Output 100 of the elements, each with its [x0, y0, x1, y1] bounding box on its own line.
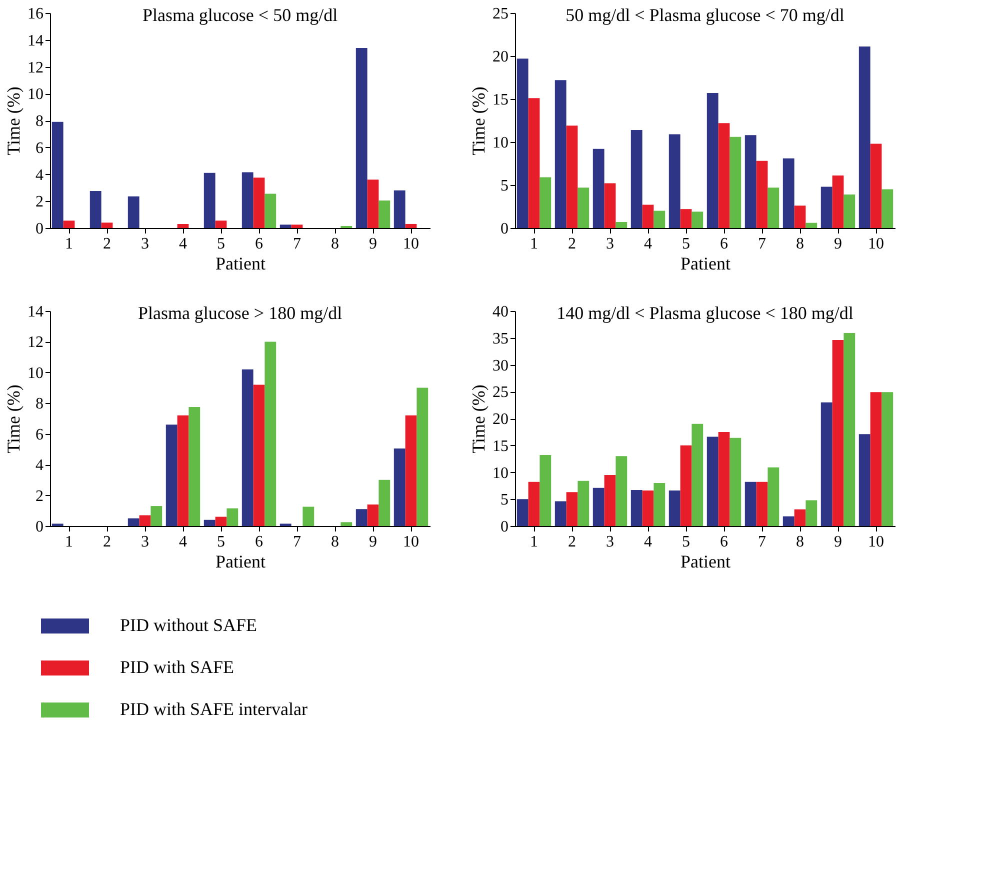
x-tick-label: 10 [403, 236, 419, 252]
bar [166, 424, 178, 526]
x-tick-label: 8 [331, 534, 339, 550]
bar [744, 482, 756, 526]
x-tick-label: 5 [217, 236, 225, 252]
bar [794, 206, 806, 228]
y-tick-label: 20 [492, 48, 508, 66]
x-tick-label: 6 [720, 534, 728, 550]
x-tick-label: 5 [682, 236, 690, 252]
bar [566, 126, 578, 228]
bar [367, 504, 379, 526]
x-tick-label: 2 [103, 534, 111, 550]
bar [291, 224, 303, 228]
bar [832, 176, 844, 228]
x-tick-label: 3 [606, 236, 614, 252]
y-tick-label: 0 [500, 220, 508, 238]
bar [680, 445, 692, 526]
y-tick-label: 8 [36, 113, 44, 130]
x-tick-label: 6 [720, 236, 728, 252]
bar [242, 172, 254, 228]
bar [188, 406, 200, 526]
bar [692, 212, 704, 228]
x-tick-label: 3 [141, 534, 149, 550]
bar [540, 455, 552, 526]
bar [264, 342, 276, 526]
y-tick-label: 0 [36, 220, 44, 238]
bar [52, 122, 64, 228]
bar [356, 48, 368, 228]
y-tick-label: 5 [500, 492, 508, 509]
bar [782, 516, 794, 526]
y-tick-label: 15 [492, 92, 508, 108]
x-axis-title: Patient [216, 254, 266, 274]
x-tick-label: 7 [293, 534, 301, 550]
bar [378, 200, 390, 228]
y-tick-label: 16 [28, 6, 44, 22]
bar [578, 188, 590, 228]
legend-label: PID with SAFE [120, 657, 234, 677]
y-tick-label: 10 [492, 464, 508, 482]
bar [253, 178, 265, 228]
bar [794, 509, 806, 526]
bar [280, 224, 292, 228]
x-tick-label: 7 [758, 236, 766, 252]
y-tick-label: 4 [36, 166, 44, 184]
x-tick-label: 8 [796, 534, 804, 550]
y-tick-label: 12 [28, 59, 44, 76]
bar [654, 210, 666, 228]
bar [756, 482, 768, 526]
y-axis-title: Time (%) [4, 384, 24, 454]
y-tick-label: 0 [36, 518, 44, 536]
bar [616, 456, 628, 526]
x-tick-label: 4 [179, 534, 187, 550]
x-axis-title: Patient [216, 552, 266, 572]
bar [592, 488, 604, 526]
bar [782, 158, 794, 228]
x-axis-title: Patient [680, 254, 730, 274]
y-tick-label: 30 [492, 357, 508, 374]
bar [394, 448, 406, 526]
x-tick-label: 4 [644, 534, 652, 550]
bar [367, 180, 379, 228]
chart-title: Plasma glucose > 180 mg/dl [138, 303, 342, 323]
y-tick-label: 5 [500, 178, 508, 194]
bar [642, 204, 654, 228]
bar [63, 220, 75, 228]
x-tick-label: 2 [568, 534, 576, 550]
bar [844, 333, 856, 526]
bar [832, 340, 844, 526]
bar [177, 224, 189, 228]
y-tick-label: 6 [36, 140, 44, 157]
y-tick-label: 20 [492, 411, 508, 428]
bar [405, 415, 417, 526]
bar [90, 191, 102, 228]
y-axis-title: Time (%) [468, 86, 488, 156]
x-tick-label: 1 [530, 236, 538, 252]
bar [806, 222, 818, 228]
bar [226, 508, 238, 526]
bar [858, 434, 870, 526]
chart-title: Plasma glucose < 50 mg/dl [142, 5, 338, 25]
y-tick-label: 10 [28, 364, 44, 382]
x-tick-label: 1 [65, 236, 73, 252]
y-tick-label: 2 [36, 488, 44, 505]
bar [718, 432, 730, 526]
y-tick-label: 40 [492, 304, 508, 320]
legend-label: PID with SAFE intervalar [120, 699, 308, 719]
bar [215, 516, 227, 526]
bar [566, 492, 578, 526]
y-tick-label: 15 [492, 438, 508, 455]
bar [668, 490, 680, 526]
bar [692, 424, 704, 526]
bar [844, 194, 856, 228]
bar [204, 172, 216, 228]
bar [540, 177, 552, 228]
bar [806, 500, 818, 526]
y-axis-title: Time (%) [4, 86, 24, 156]
bar [882, 392, 894, 526]
bar [101, 222, 113, 228]
bar [139, 515, 151, 526]
bar [858, 46, 870, 228]
bar [528, 98, 540, 228]
bar [405, 224, 417, 228]
y-tick-label: 14 [28, 304, 44, 320]
